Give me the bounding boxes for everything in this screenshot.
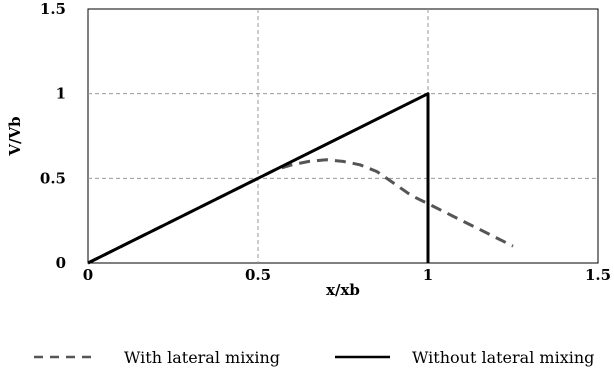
x-axis-title: x/xb (326, 281, 360, 299)
legend-label-without-lateral-mixing: Without lateral mixing (412, 348, 594, 367)
y-tick-label: 1.5 (40, 0, 66, 18)
x-tick-label: 1.5 (585, 266, 611, 284)
legend-label-with-lateral-mixing: With lateral mixing (124, 348, 280, 367)
y-tick-label: 1 (56, 85, 66, 103)
tick-labels: 0 0.5 1 1.5 0 0.5 1 1.5 (40, 0, 611, 284)
y-tick-label: 0.5 (40, 169, 66, 187)
y-tick-label: 0 (56, 254, 66, 272)
x-tick-label: 0.5 (245, 266, 271, 284)
series-line-without-lateral-mixing (87, 92, 430, 265)
series-lines (87, 92, 514, 265)
legend: With lateral mixing Without lateral mixi… (34, 348, 594, 367)
x-tick-label: 1 (423, 266, 433, 284)
y-axis-title: V/Vb (6, 116, 24, 156)
x-tick-label: 0 (83, 266, 93, 284)
